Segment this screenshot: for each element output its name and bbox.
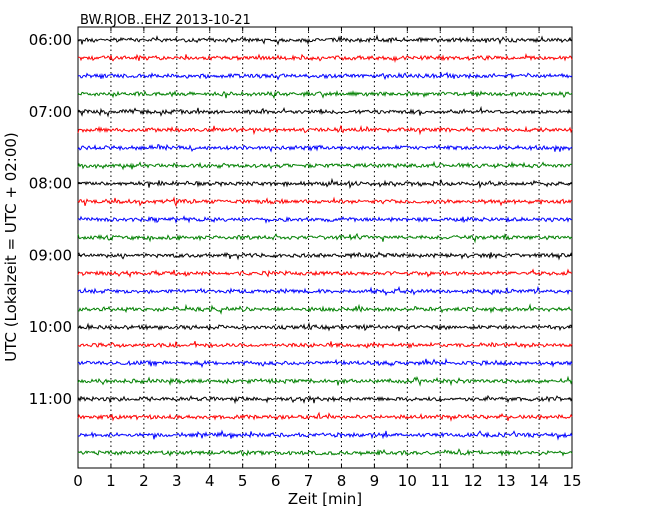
y-tick-label: 10:00	[29, 318, 72, 336]
seismic-trace	[77, 177, 573, 189]
seismic-trace	[77, 448, 573, 457]
x-tick-label: 10	[398, 472, 417, 490]
x-tick-label: 1	[106, 472, 116, 490]
x-tick-label: 0	[73, 472, 83, 490]
seismic-trace	[77, 71, 573, 81]
y-tick-label: 11:00	[29, 390, 72, 408]
seismic-trace	[77, 125, 573, 136]
x-tick-label: 9	[370, 472, 380, 490]
seismic-trace	[77, 105, 573, 118]
x-tick-label: 4	[205, 472, 215, 490]
grid-lines	[110, 27, 540, 468]
seismic-trace	[77, 251, 573, 261]
x-tick-label: 8	[337, 472, 347, 490]
y-tick-label: 08:00	[29, 175, 72, 193]
seismic-trace	[77, 90, 573, 100]
chart-title: BW.RJOB..EHZ 2013-10-21	[80, 13, 251, 28]
y-axis-ticks: 06:00 07:00 08:00 09:00 10:00 11:00	[29, 31, 572, 408]
seismic-trace	[77, 232, 573, 244]
plot-area-frame	[77, 26, 573, 469]
seismic-trace	[77, 196, 573, 208]
x-tick-label: 2	[139, 472, 149, 490]
seismic-trace	[77, 143, 573, 153]
seismic-trace	[77, 215, 573, 225]
x-axis-ticks: 0 1 2 3 4 5 6 7 8 9 10 11 12 13 14 15	[73, 27, 582, 490]
x-tick-label: 13	[497, 472, 516, 490]
x-tick-label: 12	[464, 472, 483, 490]
x-tick-label: 15	[562, 472, 581, 490]
x-tick-label: 3	[172, 472, 182, 490]
x-axis-label: Zeit [min]	[288, 490, 362, 508]
seismic-traces	[77, 34, 573, 457]
seismic-trace	[77, 160, 573, 171]
seismic-trace	[77, 53, 573, 63]
seismic-trace	[77, 411, 573, 422]
seismic-trace	[77, 285, 573, 297]
x-tick-label: 14	[530, 472, 549, 490]
x-tick-label: 5	[238, 472, 248, 490]
seismic-trace	[77, 321, 573, 332]
seismic-trace	[77, 34, 573, 46]
y-axis-label: UTC (Lokalzeit = UTC + 02:00)	[2, 132, 20, 362]
y-tick-label: 09:00	[29, 246, 72, 264]
y-tick-label: 06:00	[29, 31, 72, 49]
seismic-trace	[77, 303, 573, 315]
x-tick-label: 11	[431, 472, 450, 490]
seismic-trace	[77, 357, 573, 369]
seismic-trace	[77, 429, 573, 441]
seismic-trace	[77, 394, 573, 405]
seismic-trace	[78, 340, 573, 350]
x-tick-label: 6	[271, 472, 281, 490]
seismic-trace	[77, 268, 573, 278]
y-tick-label: 07:00	[29, 103, 72, 121]
x-tick-label: 7	[304, 472, 314, 490]
seismic-trace	[77, 375, 573, 387]
